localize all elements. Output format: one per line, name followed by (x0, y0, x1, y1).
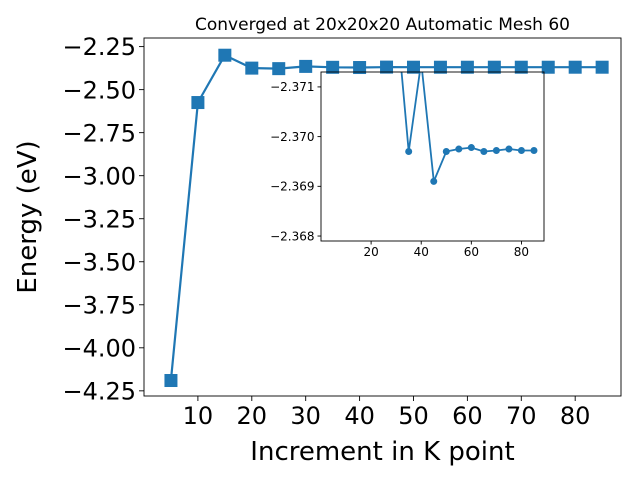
x-tick-label: 50 (398, 402, 429, 430)
x-tick-label: 80 (514, 245, 529, 259)
data-point (442, 148, 450, 156)
x-tick-label: 10 (183, 402, 214, 430)
data-point (568, 60, 582, 74)
data-point (380, 60, 394, 74)
main-chart: 10 20 30 40 50 60 70 80 −2.25 −2.50 −2.75 −3.00 −3.2… (13, 15, 622, 467)
y-tick-label: −3.25 (62, 205, 136, 233)
x-tick-label: 40 (344, 402, 375, 430)
data-point (245, 61, 259, 75)
data-point (492, 147, 500, 155)
y-tick-label: −3.75 (62, 291, 136, 319)
series-group (164, 48, 609, 388)
data-point (191, 96, 205, 110)
data-point (460, 60, 474, 74)
data-point (433, 60, 447, 74)
data-point (430, 177, 438, 185)
data-point (530, 147, 538, 155)
y-tick-label: −2.369 (270, 180, 314, 194)
y-axis-label: Energy (eV) (13, 140, 43, 293)
x-tick-label: 20 (237, 402, 268, 430)
data-point (164, 374, 178, 388)
data-point (218, 48, 232, 62)
y-tick-label: −2.371 (270, 80, 314, 94)
data-point (487, 60, 501, 74)
x-tick-label: 60 (452, 402, 483, 430)
data-point (480, 148, 488, 156)
data-point (514, 60, 528, 74)
data-point (406, 60, 420, 74)
data-point (517, 147, 525, 155)
data-point (272, 62, 286, 76)
y-tick-label: −4.00 (62, 334, 136, 362)
data-point (595, 60, 609, 74)
y-tick-label: −3.50 (62, 248, 136, 276)
y-tick-label: −3.00 (62, 162, 136, 190)
x-tick-label: 30 (290, 402, 321, 430)
x-axis-label: Increment in K point (250, 437, 514, 467)
data-point (405, 148, 413, 156)
plot-frame (320, 71, 545, 242)
data-point (455, 145, 463, 153)
y-tick-label: −2.75 (62, 119, 136, 147)
data-point (353, 61, 367, 75)
x-tick-label: 80 (560, 402, 591, 430)
x-tick-label: 70 (506, 402, 537, 430)
x-tick-label: 40 (414, 245, 429, 259)
y-tick-label: −2.370 (270, 130, 314, 144)
y-tick-label: −2.25 (62, 33, 136, 61)
data-point (326, 60, 340, 74)
y-tick-label: −2.368 (270, 229, 314, 243)
inset-chart: 20 40 60 80 −2.371 −2.370 −2.369 −2.368 (270, 71, 545, 259)
plot-frame (143, 37, 622, 397)
y-tick-label: −2.50 (62, 76, 136, 104)
series-group (400, 72, 538, 185)
x-tick-label: 60 (464, 245, 479, 259)
data-point (505, 145, 513, 153)
data-point (299, 59, 313, 73)
data-point (541, 60, 555, 74)
data-point (467, 144, 475, 152)
y-tick-label: −4.25 (62, 377, 136, 405)
chart-title: Converged at 20x20x20 Automatic Mesh 60 (195, 15, 570, 35)
x-tick-label: 20 (363, 245, 378, 259)
